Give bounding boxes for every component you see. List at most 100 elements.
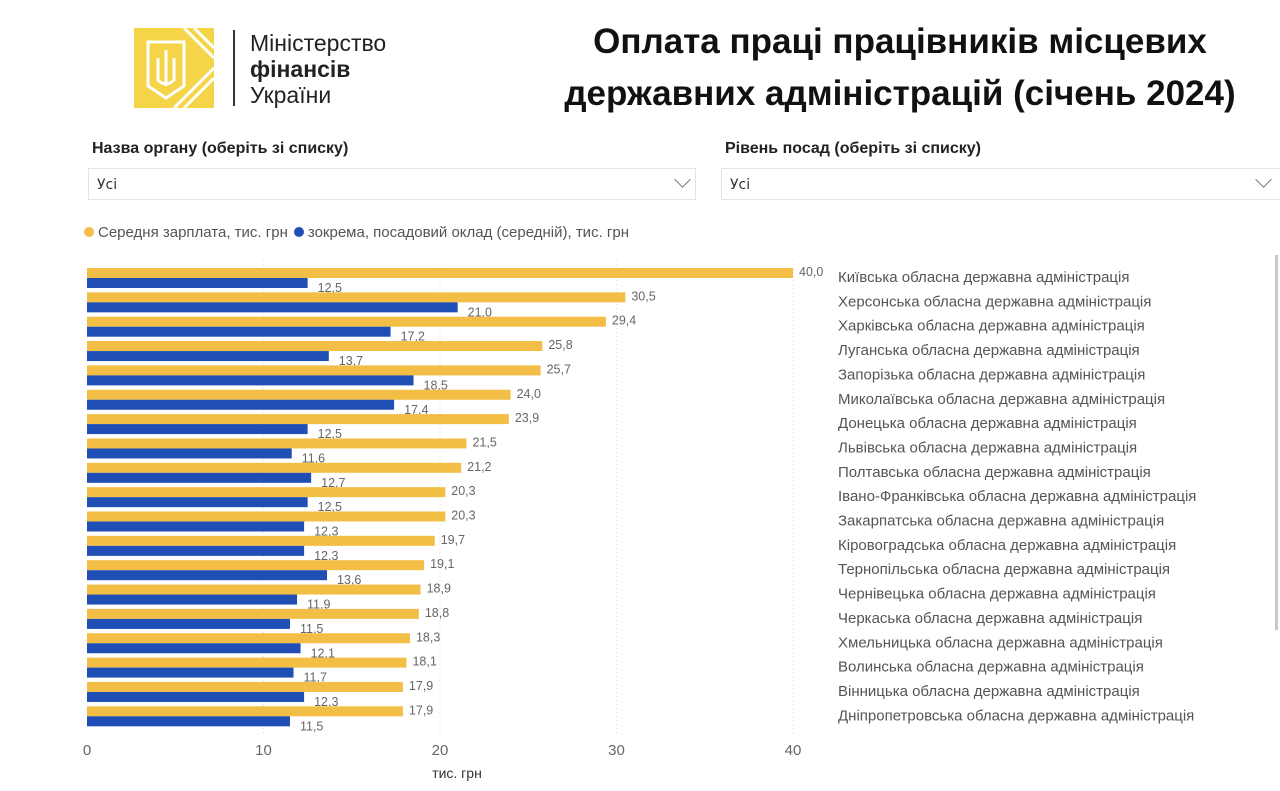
data-label: 11,9 [307, 598, 330, 612]
data-label: 17,2 [401, 330, 425, 344]
ministry-name: Міністерство фінансів України [250, 30, 386, 108]
legend-item-base[interactable]: зокрема, посадовий оклад (середній), тис… [293, 224, 629, 241]
data-label: 18,9 [427, 582, 451, 596]
bar-avg-salary [87, 681, 403, 692]
bar-base-salary [87, 375, 414, 386]
data-label: 20,3 [451, 484, 475, 498]
data-label: 13,7 [339, 354, 363, 368]
category-label: Волинська обласна державна адміністрація [838, 659, 1144, 676]
data-label: 12,3 [314, 695, 338, 709]
data-label: 18,8 [425, 606, 449, 620]
category-label: Херсонська обласна державна адміністраці… [838, 293, 1151, 310]
data-label: 19,7 [441, 533, 465, 547]
data-label: 12,3 [314, 549, 338, 563]
data-label: 25,8 [548, 338, 572, 352]
filter-label-level: Рівень посад (оберіть зі списку) [725, 140, 981, 157]
category-label: Запорізька обласна державна адміністраці… [838, 366, 1145, 383]
bar-base-salary [87, 521, 305, 532]
category-label: Харківська обласна державна адміністраці… [838, 318, 1145, 335]
bar-base-salary [87, 594, 298, 605]
filter-label-organ: Назва органу (оберіть зі списку) [92, 140, 349, 157]
bar-base-salary [87, 497, 308, 508]
bar-avg-salary [87, 511, 446, 522]
data-label: 11,7 [304, 671, 327, 685]
data-label: 24,0 [517, 387, 541, 401]
x-tick-label: 30 [608, 742, 625, 759]
category-label: Кіровоградська обласна державна адмініст… [838, 537, 1176, 554]
bar-base-salary [87, 351, 329, 362]
data-label: 18,5 [424, 378, 448, 392]
data-label: 12,3 [314, 525, 338, 539]
data-label: 18,3 [416, 630, 440, 644]
bar-base-salary [87, 545, 305, 556]
logo-line3: України [250, 82, 332, 108]
title-line2: державних адміністрацій (січень 2024) [564, 74, 1236, 113]
chevron-down-icon [1255, 171, 1272, 188]
data-label: 21,2 [467, 460, 491, 474]
bar-avg-salary [87, 414, 509, 425]
level-select-value: Усі [730, 177, 751, 193]
bar-avg-salary [87, 560, 425, 571]
data-label: 11,5 [300, 622, 323, 636]
bar-avg-salary [87, 706, 403, 717]
data-label: 29,4 [612, 314, 636, 328]
bar-avg-salary [87, 292, 626, 303]
bar-avg-salary [87, 535, 435, 546]
bar-avg-salary [87, 633, 410, 644]
x-tick-label: 10 [255, 742, 272, 759]
legend-label: Середня зарплата, тис. грн [98, 224, 288, 241]
data-label: 18,1 [412, 655, 436, 669]
data-label: 12,7 [321, 476, 345, 490]
bar-avg-salary [87, 438, 467, 449]
category-label: Донецька обласна державна адміністрація [838, 415, 1137, 432]
category-label: Тернопільська обласна державна адміністр… [838, 561, 1170, 578]
data-label: 13,6 [337, 573, 361, 587]
ministry-logo [134, 28, 214, 108]
bar-avg-salary [87, 389, 511, 400]
bar-base-salary [87, 716, 290, 727]
bar-avg-salary [87, 584, 421, 595]
category-label: Чернівецька обласна державна адміністрац… [838, 586, 1156, 603]
legend-dot-icon [84, 227, 94, 237]
bar-avg-salary [87, 268, 793, 278]
data-label: 17,9 [409, 703, 433, 717]
data-label: 21,5 [472, 435, 496, 449]
data-label: 12,5 [318, 281, 342, 295]
data-label: 19,1 [430, 557, 454, 571]
bar-avg-salary [87, 341, 543, 352]
organ-select[interactable]: Усі [88, 168, 696, 200]
scrollbar[interactable] [1275, 255, 1278, 630]
chevron-down-icon [674, 171, 691, 188]
category-label: Миколаївська обласна державна адміністра… [838, 391, 1165, 408]
data-label: 30,5 [631, 289, 655, 303]
category-label: Львівська обласна державна адміністрація [838, 439, 1137, 456]
category-label: Дніпропетровська обласна державна адміні… [838, 707, 1194, 724]
bar-avg-salary [87, 316, 606, 327]
page-title: Оплата праці працівників місцевих держав… [520, 16, 1280, 120]
data-label: 40,0 [799, 265, 823, 279]
data-label: 12,5 [318, 427, 342, 441]
category-label: Луганська обласна державна адміністрація [838, 342, 1140, 359]
bar-avg-salary [87, 462, 462, 473]
x-axis-title: тис. грн [432, 765, 482, 781]
category-label: Вінницька обласна державна адміністрація [838, 683, 1140, 700]
bar-base-salary [87, 448, 292, 459]
bar-avg-salary [87, 608, 419, 619]
chart-legend: Середня зарплата, тис. грн зокрема, поса… [84, 224, 629, 241]
data-label: 25,7 [547, 362, 571, 376]
bar-avg-salary [87, 365, 541, 376]
data-label: 12,5 [318, 500, 342, 514]
x-tick-label: 0 [83, 742, 91, 759]
logo-line2: фінансів [250, 56, 351, 82]
bar-chart: 0 10 20 30 40 тис. грн 40,0 12,5 Київська обласн… [83, 260, 1196, 781]
bar-base-salary [87, 691, 305, 702]
data-label: 23,9 [515, 411, 539, 425]
legend-item-avg[interactable]: Середня зарплата, тис. грн [84, 224, 288, 241]
bar-base-salary [87, 618, 290, 629]
x-tick-label: 40 [785, 742, 802, 759]
category-label: Закарпатська обласна державна адміністра… [838, 513, 1164, 530]
data-label: 11,5 [300, 719, 323, 733]
legend-label: зокрема, посадовий оклад (середній), тис… [307, 224, 629, 241]
level-select[interactable]: Усі [721, 168, 1280, 200]
legend-dot-icon [293, 227, 304, 237]
